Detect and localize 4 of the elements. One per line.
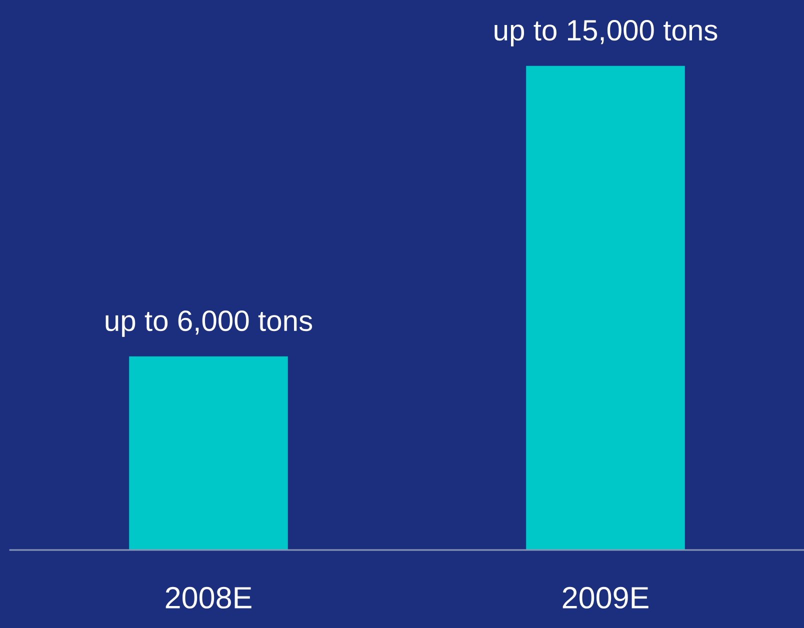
data-label: up to 6,000 tons — [106, 310, 312, 337]
data-label: up to 15,000 tons — [494, 20, 718, 46]
x-tick-label: 2008E — [166, 586, 252, 609]
x-tick-label: 2009E — [562, 586, 648, 609]
